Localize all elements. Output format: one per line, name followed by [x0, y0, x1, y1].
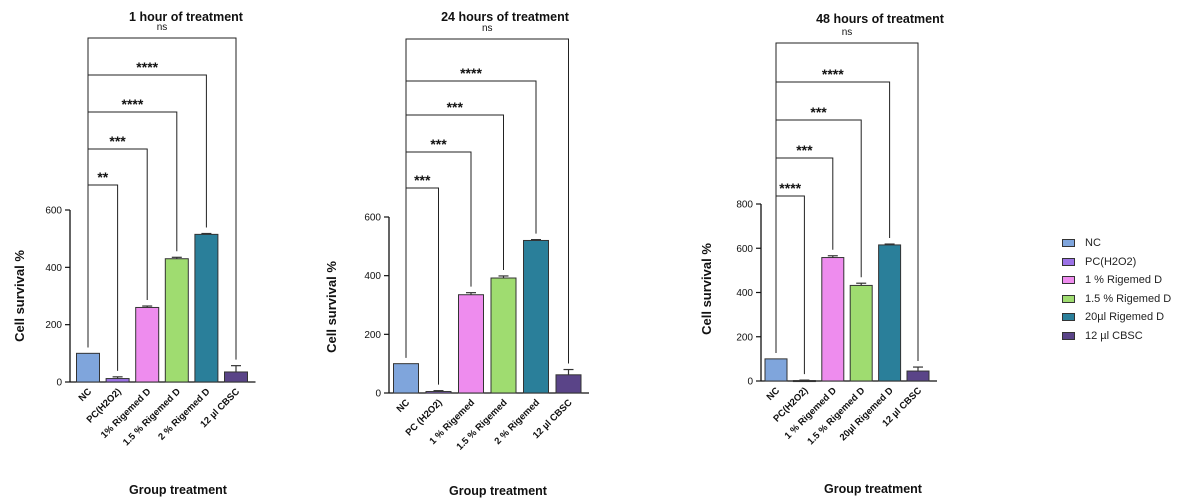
significance-label: ns [842, 27, 853, 38]
legend-item: PC(H2O2) [1062, 253, 1171, 272]
legend-label: 12 µl CBSC [1085, 329, 1143, 342]
bar [555, 374, 582, 394]
significance-label: *** [414, 172, 431, 188]
y-tick-label: 400 [45, 263, 62, 274]
chart-title: 48 hours of treatment [816, 12, 945, 26]
significance-bracket [87, 111, 178, 348]
bar [224, 371, 248, 383]
significance-label: **** [122, 96, 144, 112]
bar [76, 352, 100, 383]
legend-item: 1.5 % Rigemed D [1062, 290, 1171, 309]
y-axis-label: Cell survival % [699, 243, 714, 335]
y-tick-label: 200 [45, 320, 62, 331]
x-tick-label: NC [77, 386, 95, 404]
significance-bracket [775, 119, 862, 353]
y-tick-label: 600 [736, 244, 753, 255]
y-tick-label: 200 [736, 332, 753, 343]
x-axis-label: Group treatment [129, 483, 228, 497]
y-tick-label: 800 [736, 200, 753, 211]
significance-bracket [405, 114, 504, 358]
legend-item: 12 µl CBSC [1062, 327, 1171, 346]
y-tick-label: 400 [736, 288, 753, 299]
significance-bracket [775, 195, 805, 375]
x-tick-label: NC [765, 385, 783, 403]
y-axis-label: Cell survival % [324, 261, 339, 353]
significance-bracket [87, 184, 119, 371]
bar [164, 258, 189, 383]
x-tick-label: NC [395, 397, 413, 415]
y-axis-label: Cell survival % [12, 250, 27, 342]
significance-bracket [87, 37, 237, 360]
bar [764, 358, 788, 382]
y-tick-label: 0 [375, 389, 381, 400]
x-axis-label: Group treatment [824, 482, 923, 496]
legend-label: 1 % Rigemed D [1085, 274, 1163, 287]
bar [458, 294, 484, 394]
significance-label: **** [779, 180, 801, 196]
y-tick-label: 600 [364, 213, 381, 224]
y-tick-label: 400 [364, 271, 381, 282]
x-axis-label: Group treatment [449, 484, 548, 498]
bar [393, 363, 419, 394]
legend-item: 20µl Rigemed D [1062, 308, 1171, 327]
significance-label: *** [430, 136, 447, 152]
y-tick-label: 200 [364, 330, 381, 341]
significance-label: ns [157, 22, 168, 33]
significance-label: ns [482, 23, 493, 34]
legend-label: 1.5 % Rigemed D [1085, 292, 1172, 305]
legend-item: NC [1062, 234, 1171, 253]
bar [906, 370, 930, 382]
legend-swatch [1062, 313, 1075, 322]
significance-label: **** [822, 66, 844, 82]
bar [821, 257, 845, 382]
legend-swatch [1062, 257, 1075, 266]
significance-label: *** [796, 142, 813, 158]
significance-label: *** [810, 104, 827, 120]
legend-item: 1 % Rigemed D [1062, 271, 1171, 290]
chart-title: 24 hours of treatment [441, 10, 570, 24]
legend-swatch [1062, 239, 1075, 248]
significance-label: *** [109, 133, 126, 149]
y-tick-label: 0 [747, 377, 753, 388]
significance-bracket [405, 187, 439, 385]
bar [490, 277, 517, 394]
legend: NC PC(H2O2) 1 % Rigemed D 1.5 % Rigemed … [1062, 234, 1171, 345]
significance-label: *** [447, 99, 464, 115]
significance-bracket [775, 42, 919, 362]
bar [194, 233, 219, 383]
bar [849, 284, 873, 382]
legend-label: PC(H2O2) [1085, 255, 1137, 268]
bar [523, 239, 549, 394]
bar [878, 244, 902, 382]
bar [425, 391, 452, 394]
legend-swatch [1062, 331, 1075, 340]
legend-label: 20µl Rigemed D [1085, 311, 1165, 324]
bar [105, 378, 130, 383]
bar [135, 306, 160, 383]
significance-label: ** [97, 169, 108, 185]
x-tick-label: 2 % Rigemed D [156, 386, 212, 442]
legend-swatch [1062, 276, 1075, 285]
chart-title: 1 hour of treatment [129, 10, 244, 24]
significance-bracket [405, 38, 569, 364]
legend-label: NC [1085, 237, 1101, 250]
y-tick-label: 600 [45, 206, 62, 217]
significance-label: **** [460, 65, 482, 81]
legend-swatch [1062, 294, 1075, 303]
significance-label: **** [136, 59, 158, 75]
y-tick-label: 0 [56, 378, 62, 389]
